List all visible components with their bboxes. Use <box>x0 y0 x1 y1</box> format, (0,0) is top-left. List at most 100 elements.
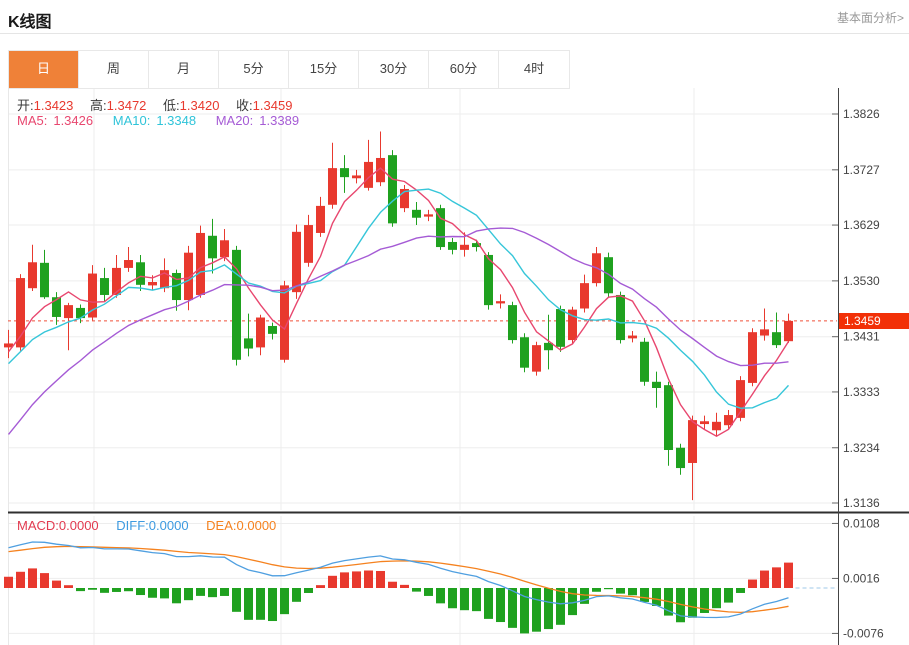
ma10-line <box>8 188 790 409</box>
open-value: 1.3423 <box>33 98 74 113</box>
candle-body <box>100 278 109 295</box>
candle-body <box>616 294 625 341</box>
candle-body <box>124 260 133 268</box>
tab-month[interactable]: 月 <box>149 51 219 88</box>
dea-value: 0.0000 <box>236 518 277 533</box>
macd-histogram-bar <box>676 588 685 623</box>
candle-body <box>640 341 649 382</box>
macd-histogram-bar <box>448 588 457 609</box>
macd-histogram-bar <box>352 571 361 588</box>
macd-histogram-bar <box>508 588 517 628</box>
candle-body <box>52 297 61 317</box>
macd-histogram-bar <box>760 570 769 588</box>
candle-body <box>496 301 505 304</box>
macd-value: 0.0000 <box>58 518 99 533</box>
macd-histogram-bar <box>412 588 421 592</box>
candle-body <box>160 270 169 289</box>
candle-body <box>28 262 37 289</box>
high-value: 1.3472 <box>106 98 147 113</box>
candle-body <box>184 252 193 301</box>
candle-body <box>424 214 433 217</box>
ma20-value: 1.3389 <box>259 113 300 128</box>
fundamental-analysis-link[interactable]: 基本面分析> <box>836 11 904 25</box>
candle-body <box>40 262 49 298</box>
candle-body <box>268 325 277 334</box>
tab-60min[interactable]: 60分 <box>429 51 499 88</box>
macd-label: MACD: <box>17 518 59 533</box>
macd-histogram-bar <box>64 585 73 588</box>
macd-histogram-bar <box>196 588 205 596</box>
macd-histogram-bar <box>472 588 481 612</box>
macd-histogram-bar <box>172 588 181 604</box>
candle-body <box>544 342 553 351</box>
macd-histogram-bar <box>316 585 325 588</box>
diff-value: 0.0000 <box>148 518 189 533</box>
dea-value-group: DEA:0.0000 <box>206 518 276 533</box>
macd-histogram-bar <box>124 588 133 592</box>
candle-body <box>172 272 181 301</box>
macd-axis-label: 0.0108 <box>843 516 880 530</box>
macd-axis-label: 0.0016 <box>843 571 880 585</box>
macd-histogram-bar <box>232 588 241 612</box>
macd-histogram-bar <box>280 588 289 615</box>
macd-histogram-bar <box>628 588 637 596</box>
candle-body <box>772 332 781 346</box>
candle-body <box>148 282 157 286</box>
macd-histogram-bar <box>76 588 85 592</box>
diff-value-group: DIFF:0.0000 <box>116 518 188 533</box>
macd-histogram-bar <box>340 572 349 588</box>
macd-histogram-bar <box>400 584 409 588</box>
tab-30min[interactable]: 30分 <box>359 51 429 88</box>
macd-histogram-bar <box>616 588 625 594</box>
price-axis-label: 1.3431 <box>843 330 880 344</box>
macd-histogram-bar <box>268 588 277 622</box>
macd-histogram-bar <box>496 588 505 623</box>
candle-body <box>556 309 565 347</box>
macd-histogram-bar <box>52 580 61 588</box>
macd-histogram-bar <box>520 588 529 634</box>
macd-histogram-bar <box>148 588 157 598</box>
candle-body <box>76 307 85 319</box>
price-axis-label: 1.3629 <box>843 218 880 232</box>
low-label: 低: <box>163 98 180 113</box>
macd-histogram-bar <box>160 588 169 599</box>
price-axis-label: 1.3530 <box>843 274 880 288</box>
macd-histogram-bar <box>88 588 97 590</box>
candle-body <box>448 241 457 250</box>
macd-histogram-bar <box>580 588 589 604</box>
tab-week[interactable]: 周 <box>79 51 149 88</box>
low-value: 1.3420 <box>179 98 220 113</box>
ma20-label: MA20: <box>215 113 254 128</box>
macd-histogram-bar <box>748 579 757 588</box>
dea-line <box>8 545 789 614</box>
last-price-badge: 1.3459 <box>839 313 909 329</box>
macd-histogram-bar <box>100 588 109 593</box>
candle-body <box>376 157 385 183</box>
tab-5min[interactable]: 5分 <box>219 51 289 88</box>
candle-body <box>340 168 349 178</box>
candle-body <box>88 273 97 318</box>
tab-15min[interactable]: 15分 <box>289 51 359 88</box>
ma5-label: MA5: <box>17 113 48 128</box>
candle-body <box>676 447 685 469</box>
ma5-readout: MA5: 1.3426 <box>17 113 99 128</box>
ma10-value: 1.3348 <box>156 113 197 128</box>
candle-body <box>280 285 289 360</box>
candle-body <box>652 381 661 388</box>
candle-body <box>520 337 529 368</box>
macd-histogram-bar <box>652 588 661 606</box>
candle-body <box>460 244 469 250</box>
ma10-label: MA10: <box>112 113 151 128</box>
macd-histogram-bar <box>208 588 217 598</box>
page-title: K线图 <box>8 14 52 31</box>
tab-4hour[interactable]: 4时 <box>499 51 569 88</box>
candle-body <box>4 343 13 348</box>
macd-histogram-bar <box>604 588 613 590</box>
macd-histogram-bar <box>388 581 397 588</box>
candle-body <box>304 225 313 263</box>
candle-body <box>664 385 673 451</box>
candle-body <box>688 420 697 463</box>
macd-histogram-bar <box>736 588 745 593</box>
tab-day[interactable]: 日 <box>9 51 79 88</box>
